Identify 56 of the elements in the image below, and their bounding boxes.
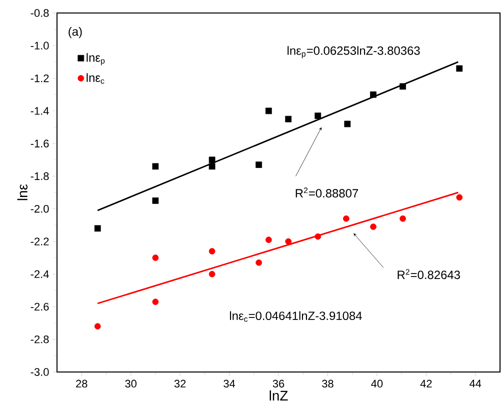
point: [265, 108, 272, 114]
y-tick-label: -3.0: [30, 368, 49, 376]
point: [344, 120, 351, 128]
point: [456, 65, 463, 72]
annotation: R$^{2}$=0.82643: [398, 269, 460, 280]
point: [152, 298, 159, 306]
point: [314, 233, 322, 240]
x-tick-label: 42: [420, 380, 432, 388]
annotation: (a): [68, 27, 82, 38]
x-tick-label: 40: [371, 380, 383, 388]
y-tick-label: -2.8: [30, 335, 49, 344]
y-tick-label: -2.0: [30, 204, 49, 213]
y-tick-label: -1.4: [30, 107, 49, 115]
point: [400, 215, 406, 222]
annotation: lnε$_{c}$=0.04641lnZ-3.91084: [230, 311, 362, 322]
point: [152, 254, 159, 261]
x-tick-label: 30: [125, 380, 136, 388]
point: [343, 215, 350, 222]
y-axis-title: lnε: [17, 184, 28, 200]
y-tick-label: -1.6: [30, 140, 49, 148]
point: [152, 163, 159, 170]
point: [208, 163, 216, 170]
point: [314, 112, 322, 119]
point: [208, 270, 216, 278]
x-tick-label: 36: [272, 380, 284, 388]
y-tick-label: -1.8: [30, 172, 49, 180]
point: [208, 156, 216, 164]
point: [370, 91, 376, 98]
x-tick-label: 28: [76, 380, 88, 388]
point: [285, 116, 292, 122]
point: [256, 162, 262, 168]
y-tick-label: -2.2: [30, 238, 49, 246]
annotation: R$^{2}$=0.88807: [296, 187, 358, 198]
legend-label: lnε$_{p}$: [86, 53, 105, 66]
y-tick-label: -0.8: [30, 9, 49, 17]
y-tick-label: -1.0: [30, 42, 49, 50]
point: [456, 194, 463, 201]
point: [400, 83, 406, 90]
x-tick-label: 38: [322, 380, 334, 388]
x-tick-label: 32: [174, 380, 186, 388]
point: [285, 238, 292, 245]
y-tick-label: -1.2: [30, 74, 49, 82]
point: [94, 225, 101, 232]
point: [208, 248, 216, 254]
x-tick-label: 34: [224, 380, 236, 388]
point: [94, 323, 101, 330]
y-tick-label: -2.6: [30, 302, 49, 311]
legend-label: lnε$_{c}$: [86, 73, 104, 84]
x-tick-label: 44: [470, 380, 482, 388]
point: [256, 259, 262, 266]
y-tick-label: -2.4: [30, 270, 49, 278]
point: [370, 224, 376, 230]
point: [152, 197, 159, 204]
point: [265, 236, 272, 244]
x-axis-title: lnZ: [270, 390, 288, 400]
annotation: lnε$_{p}$=0.06253lnZ-3.80363: [288, 46, 420, 58]
